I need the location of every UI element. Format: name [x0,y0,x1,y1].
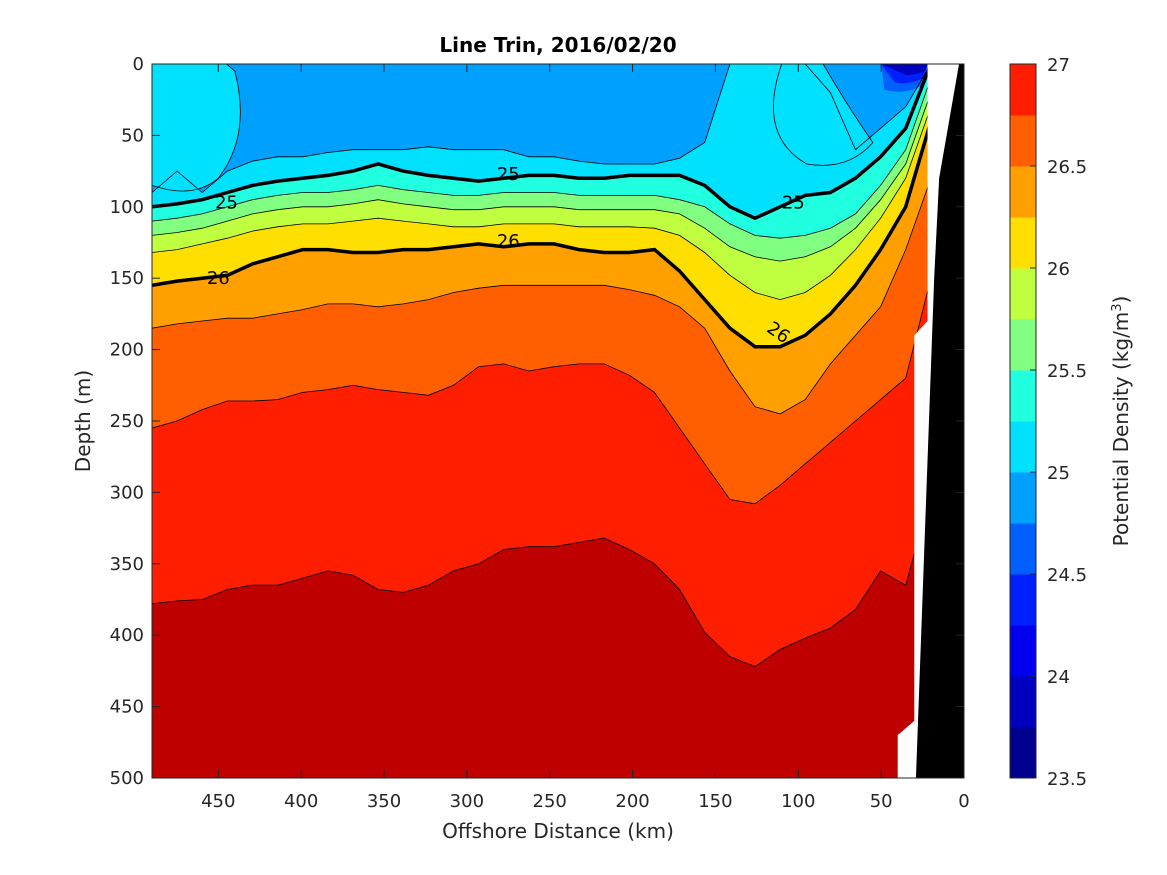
colorbar: 23.5 24 24.5 25 25.5 26 26.5 27 [1009,55,1087,790]
colorbar-swatch [1010,370,1036,422]
y-axis-label: Depth (m) [71,370,95,472]
colorbar-label-main: Potential Density (kg/m [1109,312,1133,547]
y-tick-label: 100 [110,197,144,218]
colorbar-swatch [1010,166,1036,218]
colorbar-swatch [1010,472,1036,524]
colorbar-swatch [1010,115,1036,167]
y-tick-label: 50 [121,125,144,146]
colorbar-swatch [1010,625,1036,677]
contour-label-26: 26 [497,231,520,252]
colorbar-tick-label: 24 [1047,667,1070,688]
colorbar-label: Potential Density (kg/m3) [1109,296,1133,547]
x-tick-label: 350 [367,791,401,812]
colorbar-swatch [1010,574,1036,626]
isopycnal-26.0 [152,120,933,349]
y-tick-label: 400 [110,625,144,646]
x-tick-label: 50 [870,791,893,812]
density-band-24.75 [152,64,931,193]
contour-label-26: 26 [207,268,230,289]
colorbar-tick-label: 24.5 [1047,565,1087,586]
colorbar-swatch [1010,421,1036,473]
colorbar-swatch [1010,676,1036,728]
low-density-pocket-3 [881,64,928,76]
colorbar-swatch [1010,319,1036,371]
x-axis-label: Offshore Distance (km) [442,819,674,843]
colorbar-swatch [1010,523,1036,575]
y-tick-label: 250 [110,411,144,432]
isopycnal-25.5 [152,92,932,262]
colorbar-tick-label: 23.5 [1047,769,1087,790]
x-tick-label: 150 [698,791,732,812]
contour-label-25: 25 [782,193,805,214]
colorbar-tick-label: 25.5 [1047,361,1087,382]
colorbar-swatch [1010,268,1036,320]
isopycnal-26.75 [152,492,932,668]
x-tick-label: 100 [781,791,815,812]
y-tick-label: 300 [110,482,144,503]
isopycnal-25.0 [152,64,933,221]
x-tick-label: 450 [201,791,235,812]
isopycnal-26.5 [152,278,932,505]
x-tick-label: 250 [533,791,567,812]
contour-lines [152,64,933,668]
x-tick-label: 300 [450,791,484,812]
x-tick-label: 0 [958,791,969,812]
contour-label-25: 25 [215,193,238,214]
y-tick-label: 150 [110,268,144,289]
offshore-surface-lens [152,64,241,192]
colorbar-swatch [1010,64,1036,116]
land-mask [915,64,964,778]
y-tick-label: 0 [133,54,144,75]
chart-title: Line Trin, 2016/02/20 [439,33,676,57]
x-axis: 450 400 350 300 250 200 150 100 50 0 [201,64,970,812]
colorbar-swatch [1010,727,1036,779]
colorbar-tick-label: 27 [1047,55,1070,76]
y-tick-label: 350 [110,554,144,575]
coastline-mask [897,64,964,778]
y-axis: 0 50 100 150 200 250 300 350 400 450 500 [110,54,964,789]
y-tick-label: 450 [110,697,144,718]
colorbar-tick-label: 26 [1047,259,1070,280]
colorbar-label-close: ) [1109,296,1133,304]
colorbar-tick-label: 25 [1047,463,1070,484]
contour-label-25: 25 [497,164,520,185]
y-tick-label: 200 [110,340,144,361]
isopycnal-24.75 [152,64,932,194]
colorbar-frame [1009,63,1037,779]
colorbar-swatch [1010,217,1036,269]
isopycnal-25.25 [152,78,932,239]
y-tick-label: 500 [110,768,144,789]
nearshore-surface-lens [773,64,874,166]
plot-area [152,64,964,778]
isopycnal-26.25 [152,178,932,415]
isopycnal-25.75 [152,106,932,301]
colorbar-tick-label: 26.5 [1047,157,1087,178]
x-tick-label: 400 [284,791,318,812]
x-tick-label: 200 [615,791,649,812]
colorbar-label-sup: 3 [1110,303,1125,311]
